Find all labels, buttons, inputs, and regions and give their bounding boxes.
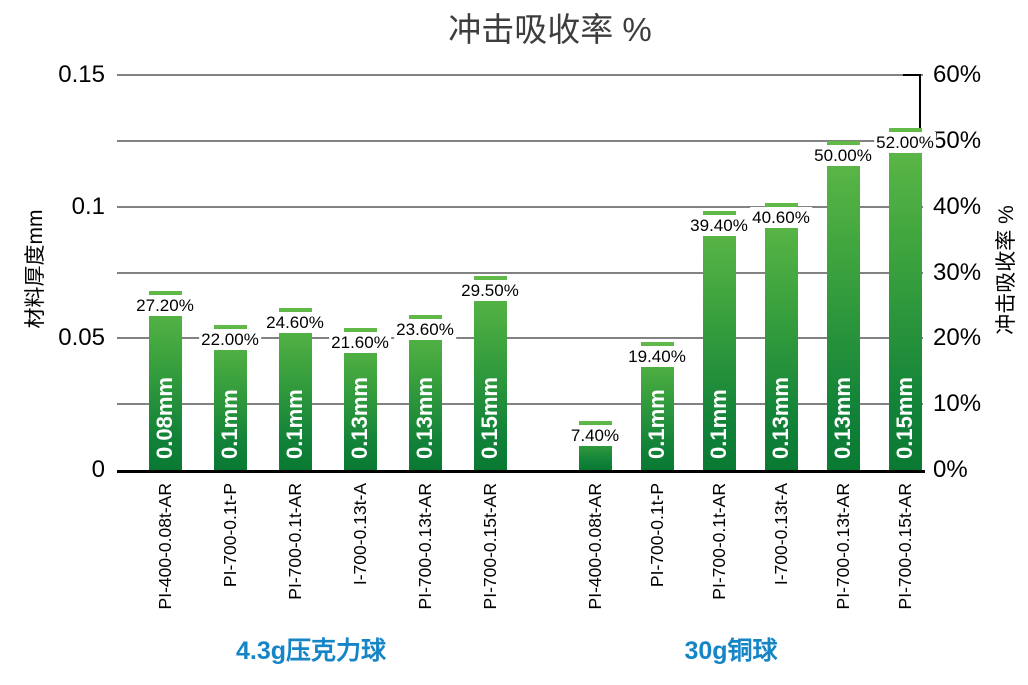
right-tick-50%: 50% <box>933 126 982 154</box>
bar-thickness-label: 0.13mm <box>830 377 855 459</box>
right-tick-30%: 30% <box>933 258 982 286</box>
gridline-40pct <box>117 205 923 208</box>
bar-value-label: 19.40% <box>626 346 688 368</box>
bar-value-label: 52.00% <box>874 131 936 153</box>
category-label-PI-700-0.15t-AR: PI-700-0.15t-AR <box>895 483 915 610</box>
right-tick-20%: 20% <box>933 324 982 352</box>
category-label-PI-700-0.13t-AR: PI-700-0.13t-AR <box>415 483 435 610</box>
left-tick-0: 0 <box>91 456 105 483</box>
bar-value-label: 39.40% <box>688 214 750 236</box>
category-label-PI-400-0.08t-AR: PI-400-0.08t-AR <box>585 483 605 610</box>
gridline-60pct <box>117 74 923 76</box>
chart-title: 冲击吸收率 % <box>448 11 652 48</box>
group-label-acrylic-ball: 4.3g压克力球 <box>235 637 387 665</box>
left-tick-0.1: 0.1 <box>71 192 105 220</box>
bar-30g铜球-PI-700-0.13t-AR <box>827 140 860 470</box>
right-tick-40%: 40% <box>933 192 982 220</box>
category-label-PI-400-0.08t-AR: PI-400-0.08t-AR <box>155 483 175 610</box>
category-label-PI-700-0.1t-AR: PI-700-0.1t-AR <box>285 483 305 600</box>
bar-4.3g压克力球-PI-700-0.13t-AR <box>409 314 442 470</box>
bar-30g铜球-PI-700-0.1t-AR <box>703 210 736 470</box>
bar-4.3g压克力球-PI-400-0.08t-AR <box>149 290 182 470</box>
x-axis-line <box>117 470 925 473</box>
bar-value-label: 21.60% <box>329 331 391 353</box>
bar-30g铜球-PI-700-0.15t-AR <box>889 127 922 470</box>
bar-value-label: 24.60% <box>264 312 326 334</box>
category-label-PI-700-0.15t-AR: PI-700-0.15t-AR <box>480 483 500 610</box>
category-label-I-700-0.13t-A: I-700-0.13t-A <box>350 483 370 586</box>
bar-thickness-label: 0.08mm <box>152 377 177 459</box>
gridline-30pct <box>117 271 923 274</box>
left-tick-0.15: 0.15 <box>58 61 105 88</box>
bar-4.3g压克力球-PI-700-0.1t-AR <box>279 308 312 470</box>
bar-value-label: 23.60% <box>394 318 456 340</box>
bar-thickness-label: 0.1mm <box>644 389 669 459</box>
bar-thickness-label: 0.1mm <box>706 389 731 459</box>
bar-30g铜球-I-700-0.13t-A <box>765 202 798 470</box>
bar-thickness-label: 0.15mm <box>477 377 502 459</box>
category-label-PI-700-0.1t-AR: PI-700-0.1t-AR <box>709 483 729 600</box>
bar-value-label: 22.00% <box>199 329 261 351</box>
category-label-PI-700-0.1t-P: PI-700-0.1t-P <box>647 483 667 588</box>
gridline-50pct <box>117 139 923 142</box>
group-label-copper-ball: 30g铜球 <box>684 637 778 665</box>
category-label-I-700-0.13t-A: I-700-0.13t-A <box>771 483 791 586</box>
bar-4.3g压克力球-PI-700-0.15t-AR <box>474 275 507 470</box>
bar-value-label: 27.20% <box>134 294 196 316</box>
bar-thickness-label: 0.15mm <box>892 377 917 459</box>
category-label-PI-700-0.1t-P: PI-700-0.1t-P <box>220 483 240 588</box>
right-axis-top-tick <box>903 74 921 76</box>
bar-value-label: 40.60% <box>750 206 812 228</box>
bar-value-label: 29.50% <box>459 279 521 301</box>
bar-value-label: 7.40% <box>568 425 622 447</box>
right-tick-0%: 0% <box>933 456 968 483</box>
right-tick-60%: 60% <box>933 61 982 88</box>
right-tick-10%: 10% <box>933 390 982 418</box>
category-label-PI-700-0.13t-AR: PI-700-0.13t-AR <box>833 483 853 610</box>
bar-value-label: 50.00% <box>812 144 874 166</box>
bar-thickness-label: 0.13mm <box>768 377 793 459</box>
gridline-10pct <box>117 403 923 406</box>
left-tick-0.05: 0.05 <box>58 324 105 352</box>
gridline-20pct <box>117 337 923 340</box>
